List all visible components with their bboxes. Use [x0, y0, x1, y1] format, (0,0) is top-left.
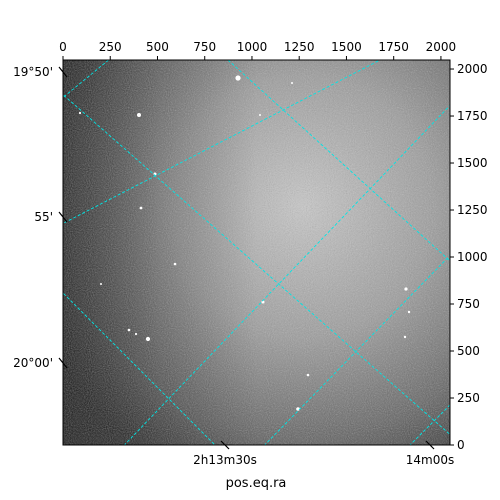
- star: [127, 328, 131, 332]
- grid-line: [63, 94, 450, 436]
- ra-tick-label: 14m00s: [406, 453, 454, 467]
- star: [78, 111, 82, 115]
- dec-tick-label: 20°00': [13, 356, 53, 370]
- right-tick-label: 1500: [457, 156, 488, 170]
- sky-image: [63, 60, 450, 445]
- right-tick-label: 2000: [457, 62, 488, 76]
- grid-line: [264, 254, 450, 445]
- star: [145, 336, 151, 342]
- top-tick-label: 0: [59, 40, 67, 54]
- grid-line: [123, 104, 450, 445]
- right-tick-label: 750: [457, 297, 480, 311]
- top-tick-label: 750: [193, 40, 216, 54]
- star: [403, 335, 407, 339]
- top-tick-label: 2000: [426, 40, 457, 54]
- dec-tick-mark: [58, 66, 68, 78]
- x-axis-label: pos.eq.ra: [226, 476, 287, 491]
- plot-frame: [62, 59, 451, 446]
- dec-tick-mark: [58, 357, 68, 369]
- pixel-ticks: 0 250 500 750 1000 1250 1500 1750 2000 0 250 500 750…: [59, 40, 487, 452]
- star: [404, 287, 408, 291]
- star: [134, 332, 138, 336]
- star: [407, 310, 411, 314]
- top-tick-label: 1500: [331, 40, 362, 54]
- star: [173, 262, 177, 266]
- world-ticks: 19°50' 55' 20°00' 2h13m30s 14m00s: [13, 65, 454, 467]
- star: [137, 113, 141, 117]
- top-tick-label: 500: [146, 40, 169, 54]
- star: [139, 206, 143, 210]
- grid-line: [63, 60, 110, 99]
- right-tick-label: 1750: [457, 109, 488, 123]
- grid-line: [63, 292, 216, 445]
- top-tick-label: 1750: [378, 40, 409, 54]
- top-tick-label: 1000: [237, 40, 268, 54]
- right-tick-label: 500: [457, 344, 480, 358]
- dec-tick-label: 19°50': [13, 65, 53, 79]
- top-tick-label: 1250: [284, 40, 315, 54]
- star: [306, 373, 310, 377]
- dec-tick-mark: [58, 211, 68, 223]
- ra-tick-mark: [220, 440, 230, 450]
- dec-tick-label: 55': [34, 210, 53, 224]
- star: [291, 82, 293, 84]
- right-tick-label: 0: [457, 438, 465, 452]
- right-tick-label: 1000: [457, 250, 488, 264]
- star: [261, 300, 265, 304]
- stars: [78, 75, 411, 411]
- star: [235, 75, 241, 81]
- grid-line: [63, 60, 381, 224]
- right-tick-label: 1250: [457, 203, 488, 217]
- ra-tick-mark: [425, 440, 435, 450]
- star: [259, 114, 261, 116]
- right-tick-label: 250: [457, 391, 480, 405]
- star: [100, 283, 102, 285]
- coordinate-grid: [63, 60, 450, 445]
- top-tick-label: 250: [99, 40, 122, 54]
- ra-tick-label: 2h13m30s: [193, 453, 257, 467]
- grid-line: [227, 60, 450, 262]
